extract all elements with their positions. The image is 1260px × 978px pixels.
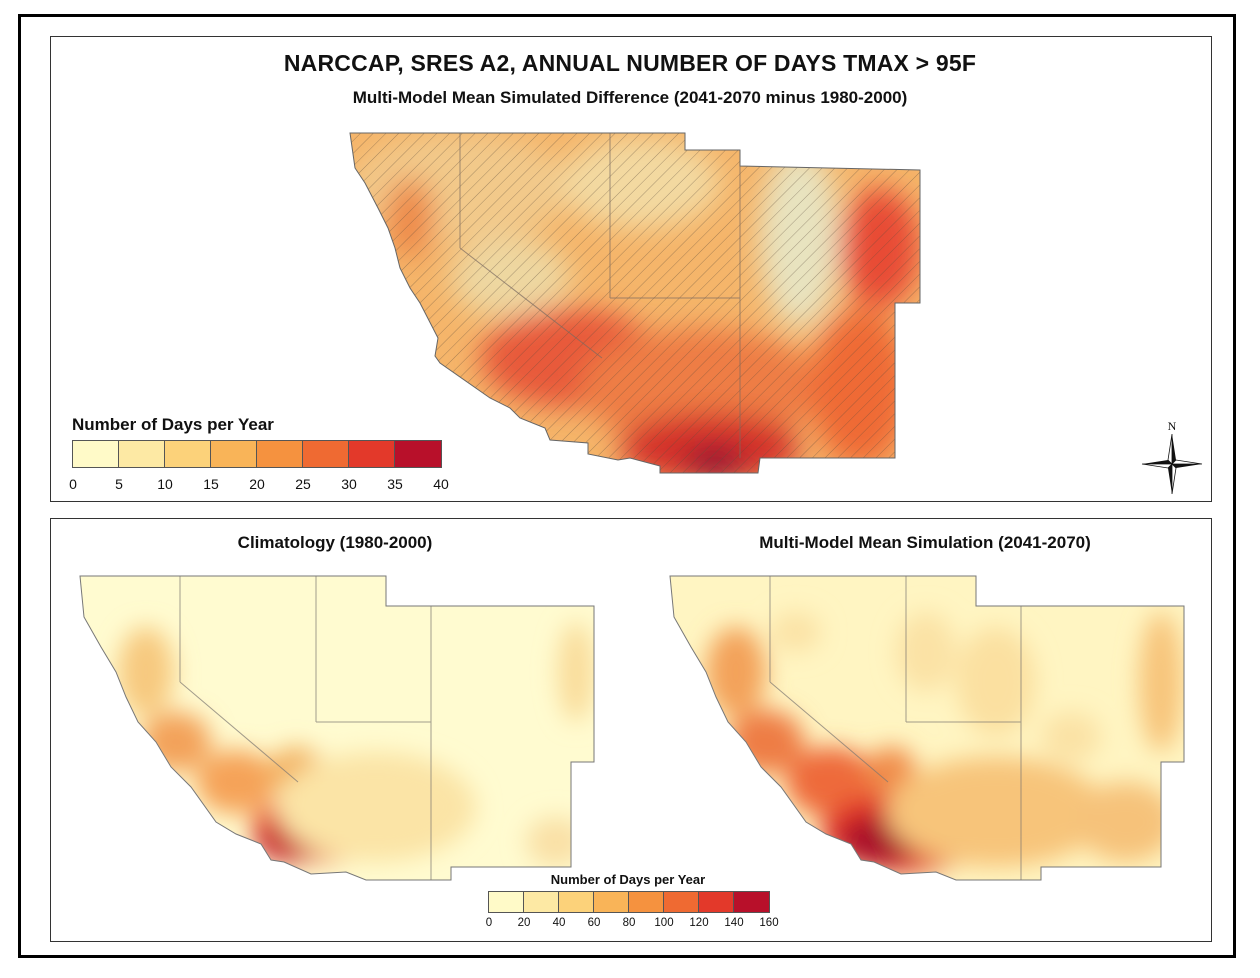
climatology-map-title: Climatology (1980-2000) [237, 533, 433, 552]
top-legend-swatch-6 [349, 441, 395, 467]
future-simulation-map-title: Multi-Model Mean Simulation (2041-2070) [759, 533, 1091, 552]
top-legend-tick-label: 35 [387, 476, 403, 492]
top-legend-tick-label: 40 [433, 476, 449, 492]
bottom-legend-swatch-2 [559, 892, 594, 912]
bottom-legend-tick-label: 100 [654, 917, 674, 929]
top-legend-tick-label: 5 [115, 476, 123, 492]
bottom-legend-tick-label: 20 [517, 917, 531, 929]
figure-title: NARCCAP, SRES A2, ANNUAL NUMBER OF DAYS … [283, 50, 977, 76]
top-legend-swatch-7 [395, 441, 441, 467]
north-arrow-icon: N [1141, 420, 1203, 495]
bottom-legend-swatch-7 [734, 892, 769, 912]
bottom-legend-tick-label: 0 [485, 917, 493, 929]
bottom-legend-swatch-5 [664, 892, 699, 912]
bottom-legend-tick-label: 80 [622, 917, 636, 929]
bottom-legend-tick-label: 60 [587, 917, 601, 929]
climatology-map [79, 575, 595, 881]
top-legend-swatch-1 [119, 441, 165, 467]
top-legend-colorbar [72, 440, 442, 468]
top-legend-tick-label: 10 [157, 476, 173, 492]
bottom-legend-swatch-0 [489, 892, 524, 912]
top-legend-tick-label: 20 [249, 476, 265, 492]
bottom-legend-title: Number of Days per Year [550, 872, 706, 887]
bottom-legend-tick-label: 40 [552, 917, 566, 929]
bottom-legend-swatch-3 [594, 892, 629, 912]
top-legend-swatch-2 [165, 441, 211, 467]
difference-map [349, 132, 921, 474]
top-legend-tick-label: 15 [203, 476, 219, 492]
top-legend-tick-label: 30 [341, 476, 357, 492]
top-legend-swatch-5 [303, 441, 349, 467]
top-legend-title: Number of Days per Year [72, 415, 274, 434]
compass-north-label: N [1168, 420, 1177, 433]
bottom-legend-swatch-6 [699, 892, 734, 912]
top-legend-swatch-3 [211, 441, 257, 467]
bottom-legend-tick-label: 140 [724, 917, 744, 929]
bottom-legend-tick-label: 120 [689, 917, 709, 929]
top-legend-swatch-0 [73, 441, 119, 467]
bottom-legend-swatch-4 [629, 892, 664, 912]
future-simulation-map [669, 575, 1185, 881]
top-legend-tick-label: 25 [295, 476, 311, 492]
bottom-legend-tick-label: 160 [759, 917, 779, 929]
bottom-legend-colorbar [488, 891, 770, 913]
bottom-legend-swatch-1 [524, 892, 559, 912]
figure-subtitle: Multi-Model Mean Simulated Difference (2… [352, 88, 908, 107]
top-legend-tick-label: 0 [69, 476, 77, 492]
top-legend-swatch-4 [257, 441, 303, 467]
